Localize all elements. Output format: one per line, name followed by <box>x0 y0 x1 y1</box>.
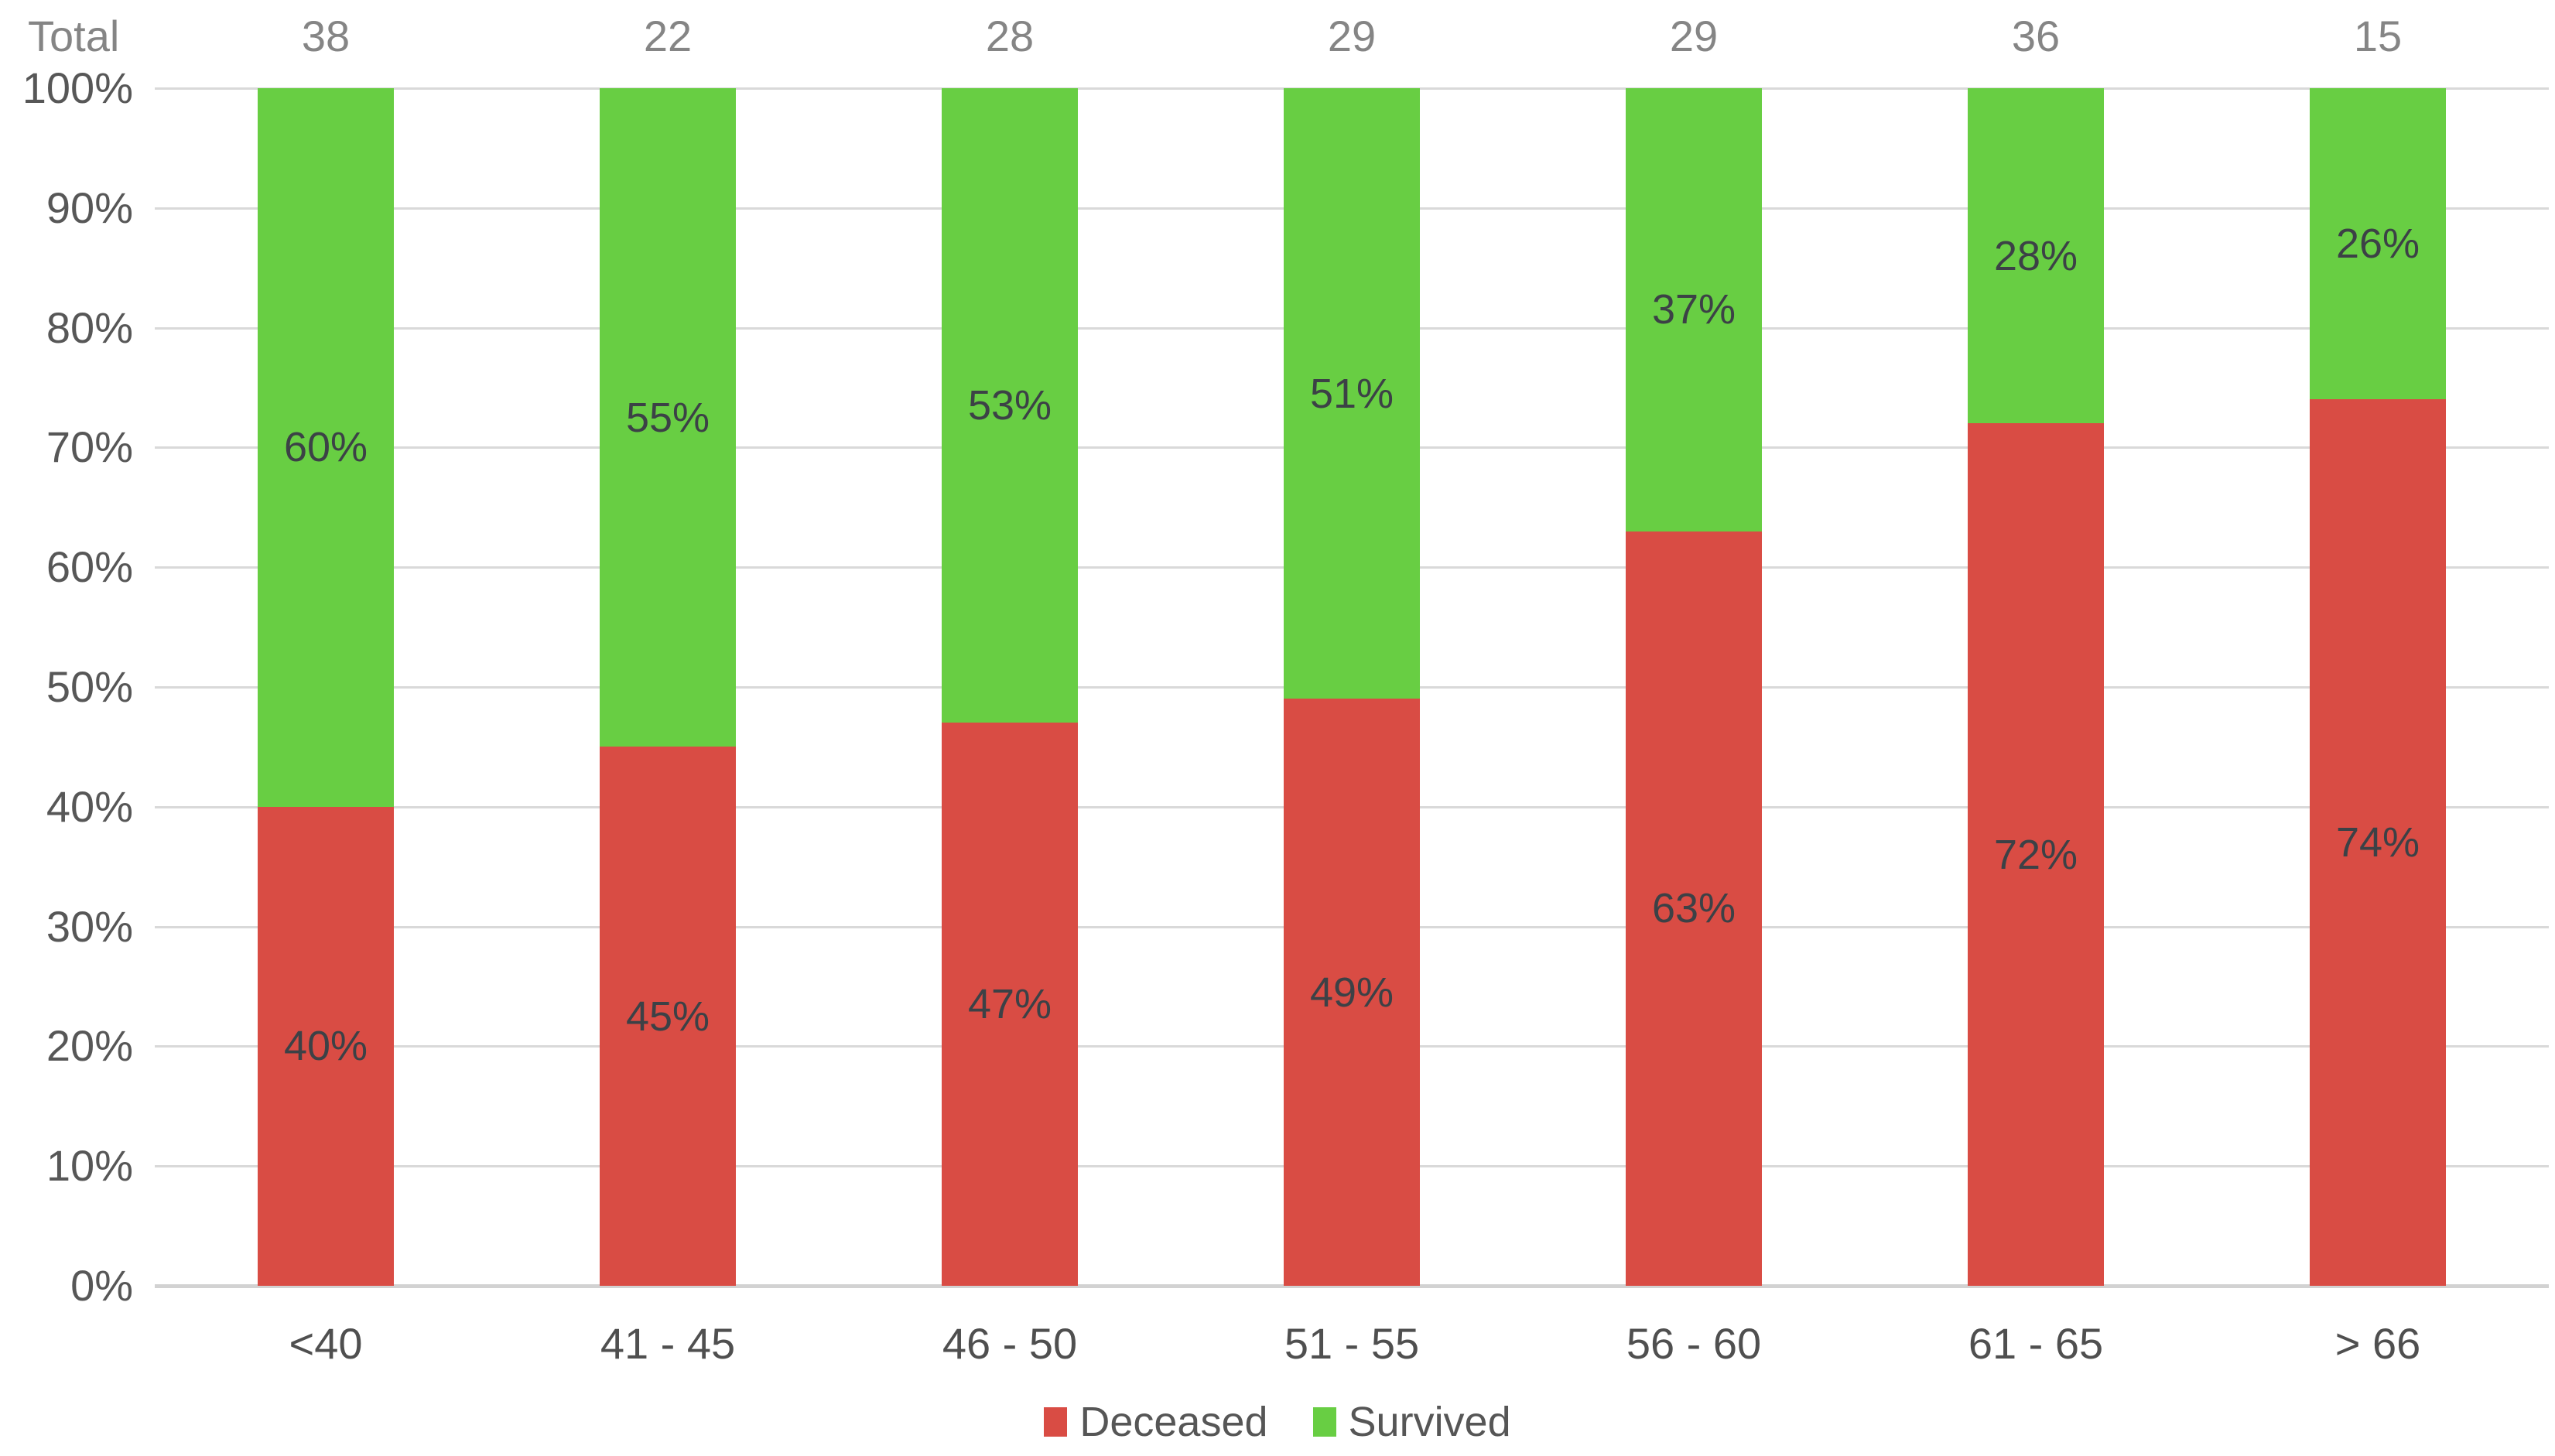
value-label-deceased: 49% <box>1309 969 1394 1016</box>
bar-slot-> 66: 26% 74% <box>2207 88 2549 1286</box>
y-axis-tick-label: 100% <box>22 63 133 112</box>
bar-46 - 50: 53% 47% <box>941 88 1079 1286</box>
segment-survived-<40: 60% <box>257 88 395 807</box>
bar-> 66: 26% 74% <box>2309 88 2447 1286</box>
bars: 60% 40% 55% 45% 53% 47% 51% 49% 37% 63% 28% 72% 26% 7… <box>155 88 2549 1286</box>
value-label-survived: 37% <box>1651 286 1736 333</box>
value-label-deceased: 47% <box>967 981 1052 1028</box>
y-axis-tick-label: 60% <box>46 542 133 592</box>
segment-survived-61 - 65: 28% <box>1967 88 2105 424</box>
bar-slot-46 - 50: 53% 47% <box>839 88 1181 1286</box>
y-axis-tick-label: 70% <box>46 422 133 472</box>
x-axis-label-41 - 45: 41 - 45 <box>600 1318 736 1368</box>
value-label-deceased: 40% <box>283 1023 368 1070</box>
total-value-> 66: 15 <box>2353 11 2403 60</box>
bar-56 - 60: 37% 63% <box>1625 88 1763 1286</box>
total-value-61 - 65: 36 <box>2011 11 2061 60</box>
bar-slot-56 - 60: 37% 63% <box>1523 88 1865 1286</box>
plot-area: 60% 40% 55% 45% 53% 47% 51% 49% 37% 63% 28% 72% 26% 7… <box>155 87 2549 1288</box>
total-value-51 - 55: 29 <box>1327 11 1377 60</box>
legend-item-survived: Survived <box>1312 1398 1511 1446</box>
value-label-deceased: 45% <box>625 993 710 1040</box>
value-label-deceased: 74% <box>2335 819 2420 866</box>
legend: Deceased Survived <box>0 1393 2555 1451</box>
legend-label-survived: Survived <box>1348 1399 1511 1445</box>
total-value-56 - 60: 29 <box>1669 11 1719 60</box>
legend-item-deceased: Deceased <box>1044 1398 1268 1446</box>
legend-marker-survived <box>1312 1407 1336 1437</box>
segment-deceased-<40: 40% <box>257 806 395 1286</box>
y-axis-tick-label: 90% <box>46 183 133 232</box>
y-axis-tick-label: 50% <box>46 662 133 711</box>
y-axis-tick-label: 40% <box>46 781 133 831</box>
segment-survived-> 66: 26% <box>2309 88 2447 400</box>
segment-survived-51 - 55: 51% <box>1283 88 1421 699</box>
bar-slot-51 - 55: 51% 49% <box>1181 88 1523 1286</box>
segment-deceased-51 - 55: 49% <box>1283 699 1421 1286</box>
value-label-survived: 55% <box>625 394 710 441</box>
value-label-survived: 26% <box>2335 220 2420 268</box>
y-axis-tick-label: 30% <box>46 901 133 951</box>
segment-deceased-46 - 50: 47% <box>941 723 1079 1286</box>
y-axis-tick-label: 0% <box>70 1261 133 1310</box>
x-axis-line <box>155 1284 2549 1288</box>
y-axis-tick-label: 10% <box>46 1141 133 1191</box>
bar-slot-<40: 60% 40% <box>155 88 497 1286</box>
y-axis-tick-label: 20% <box>46 1021 133 1071</box>
legend-marker-deceased <box>1044 1407 1068 1437</box>
total-value-<40: 38 <box>301 11 351 60</box>
x-axis-label-> 66: > 66 <box>2334 1318 2421 1368</box>
total-header-label: Total <box>28 11 120 60</box>
x-axis-label-<40: <40 <box>289 1318 363 1368</box>
total-value-46 - 50: 28 <box>985 11 1035 60</box>
segment-deceased-> 66: 74% <box>2309 399 2447 1286</box>
bar-51 - 55: 51% 49% <box>1283 88 1421 1286</box>
bar-41 - 45: 55% 45% <box>599 88 737 1286</box>
segment-deceased-56 - 60: 63% <box>1625 531 1763 1286</box>
bar-slot-41 - 45: 55% 45% <box>497 88 839 1286</box>
legend-label-deceased: Deceased <box>1079 1399 1268 1445</box>
value-label-deceased: 63% <box>1651 885 1736 932</box>
segment-survived-46 - 50: 53% <box>941 88 1079 723</box>
segment-survived-41 - 45: 55% <box>599 88 737 747</box>
x-axis-label-61 - 65: 61 - 65 <box>1968 1318 2104 1368</box>
value-label-survived: 51% <box>1309 370 1394 417</box>
x-axis-label-51 - 55: 51 - 55 <box>1284 1318 1420 1368</box>
segment-deceased-41 - 45: 45% <box>599 747 737 1286</box>
bar-61 - 65: 28% 72% <box>1967 88 2105 1286</box>
bar-<40: 60% 40% <box>257 88 395 1286</box>
value-label-deceased: 72% <box>1993 831 2078 878</box>
totals-row: 38 22 28 29 29 36 15 <box>155 3 2549 68</box>
segment-deceased-61 - 65: 72% <box>1967 423 2105 1286</box>
x-axis-labels: <40 41 - 45 46 - 50 51 - 55 56 - 60 61 - 65 > … <box>155 1314 2549 1372</box>
value-label-survived: 28% <box>1993 232 2078 279</box>
y-axis-tick-label: 80% <box>46 302 133 352</box>
value-label-survived: 60% <box>283 424 368 471</box>
segment-survived-56 - 60: 37% <box>1625 88 1763 531</box>
x-axis-label-56 - 60: 56 - 60 <box>1626 1318 1762 1368</box>
x-axis-label-46 - 50: 46 - 50 <box>942 1318 1078 1368</box>
bar-slot-61 - 65: 28% 72% <box>1865 88 2207 1286</box>
value-label-survived: 53% <box>967 382 1052 429</box>
total-value-41 - 45: 22 <box>643 11 693 60</box>
